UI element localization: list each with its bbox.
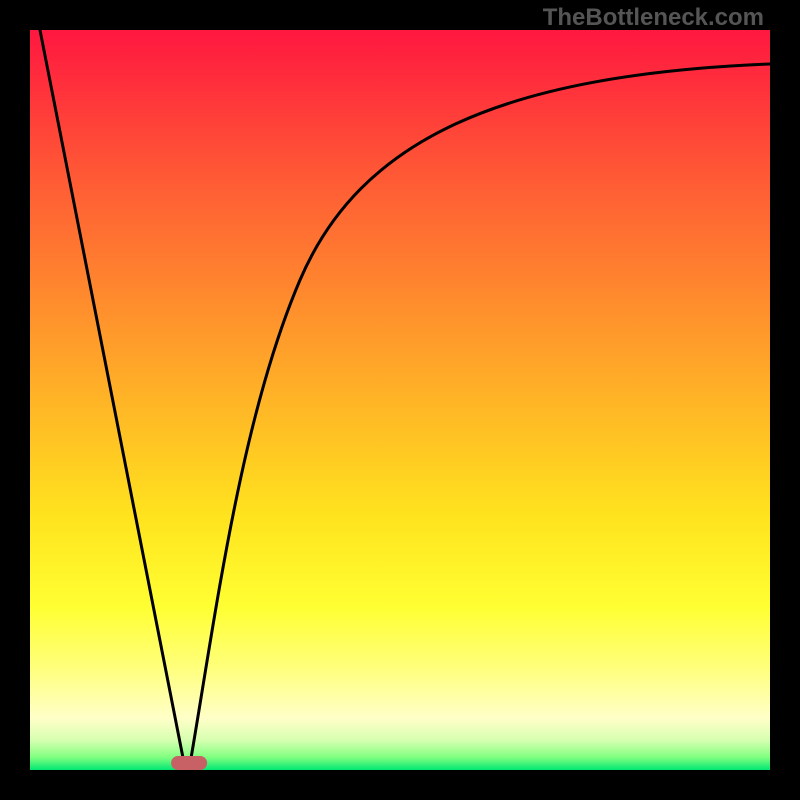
gradient-background — [30, 30, 770, 770]
watermark-text: TheBottleneck.com — [543, 4, 764, 32]
bottleneck-chart: TheBottleneck.com — [0, 0, 800, 800]
